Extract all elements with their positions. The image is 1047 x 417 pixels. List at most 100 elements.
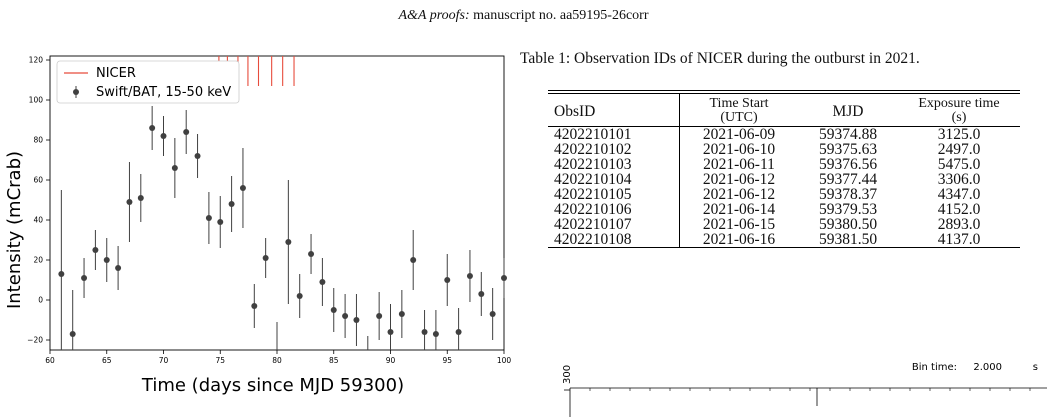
cell-mjd: 59378.37 — [818, 186, 878, 203]
bat-data-point — [410, 257, 417, 263]
bat-data-point — [398, 311, 405, 317]
bat-data-point — [285, 239, 292, 245]
cell-exposure: 2497.0 — [937, 141, 981, 158]
table-row: 4202210108 2021-06-16 59381.50 4137.0 — [548, 232, 1020, 247]
y-tick-label: 20 — [33, 256, 43, 265]
cell-obsid: 4202210102 — [548, 142, 680, 157]
x-tick-label: 65 — [102, 356, 112, 365]
cell-obsid: 4202210104 — [548, 172, 680, 187]
header-mjd: MJD — [832, 102, 864, 120]
cell-obsid: 4202210107 — [548, 217, 680, 232]
x-tick-label: 75 — [215, 356, 225, 365]
cell-mjd: 59379.53 — [818, 201, 878, 218]
cell-mjd: 59380.50 — [818, 216, 878, 233]
bat-data-point — [171, 165, 178, 171]
table-row: 4202210105 2021-06-12 59378.37 4347.0 — [548, 187, 1020, 202]
bat-data-point — [183, 129, 190, 135]
bat-data-point — [92, 247, 99, 253]
cell-mjd: 59381.50 — [818, 231, 878, 248]
x-tick-label: 95 — [442, 356, 452, 365]
bat-data-point — [489, 311, 496, 317]
cell-obsid: 4202210105 — [548, 187, 680, 202]
bat-data-point — [319, 279, 326, 285]
table-row: 4202210101 2021-06-09 59374.88 3125.0 — [548, 127, 1020, 142]
bat-data-point — [262, 255, 269, 261]
table-row: 4202210102 2021-06-10 59375.63 2497.0 — [548, 142, 1020, 157]
legend-box — [56, 60, 240, 104]
table-header-row: ObsID Time Start (UTC) MJD Exposure time(… — [548, 94, 1020, 126]
y-tick-label: 80 — [33, 136, 43, 145]
y-tick-label: 100 — [29, 96, 44, 105]
panel-ytick-label: 300 — [562, 365, 573, 384]
observation-table: ObsID Time Start (UTC) MJD Exposure time(… — [548, 90, 1020, 248]
bat-data-point — [466, 273, 473, 279]
cell-mjd: 59374.88 — [818, 126, 878, 143]
bat-data-point — [103, 257, 110, 263]
bat-lightcurve-panel: Bin time: 2.000 s 300 — [562, 362, 1047, 417]
bat-data-points — [58, 106, 507, 350]
bat-data-point — [228, 201, 235, 207]
cell-mjd: 59377.44 — [818, 171, 878, 188]
bat-data-point — [58, 271, 65, 277]
cell-exposure: 3125.0 — [937, 126, 981, 143]
cell-exposure: 4347.0 — [937, 186, 981, 203]
running-head: A&A proofs: manuscript no. aa59195-26cor… — [0, 8, 1047, 24]
journal-name: A&A proofs: — [398, 8, 470, 23]
cell-obsid: 4202210103 — [548, 157, 680, 172]
cell-time-start: 2021-06-09 — [702, 126, 776, 143]
bat-data-point — [239, 185, 246, 191]
cell-exposure: 5475.0 — [937, 156, 981, 173]
bat-data-point — [115, 265, 122, 271]
manuscript-number: manuscript no. aa59195-26corr — [469, 8, 649, 23]
cell-obsid: 4202210106 — [548, 202, 680, 217]
y-axis-label: Intensity (mCrab) — [4, 151, 25, 309]
x-tick-label: 60 — [45, 356, 55, 365]
bat-data-point — [353, 317, 360, 323]
x-tick-label: 100 — [497, 356, 512, 365]
legend-bat-label: Swift/BAT, 15-50 keV — [96, 85, 231, 100]
bat-data-point — [217, 219, 224, 225]
bat-data-point — [126, 199, 133, 205]
cell-time-start: 2021-06-12 — [702, 171, 776, 188]
bat-data-point — [296, 293, 303, 299]
table-caption: Table 1: Observation IDs of NICER during… — [520, 50, 920, 67]
bat-data-point — [342, 313, 349, 319]
cell-time-start: 2021-06-14 — [702, 201, 776, 218]
bat-data-point — [478, 291, 485, 297]
bat-data-point — [421, 329, 428, 335]
header-exposure: Exposure time (s) — [918, 96, 1000, 125]
bat-data-point — [194, 153, 201, 159]
y-tick-label: −20 — [27, 336, 43, 345]
table-row: 4202210103 2021-06-11 59376.56 5475.0 — [548, 157, 1020, 172]
bat-data-point — [81, 275, 88, 281]
cell-obsid: 4202210108 — [548, 232, 680, 247]
x-tick-label: 85 — [329, 356, 339, 365]
bat-data-point — [387, 329, 394, 335]
y-tick-label: 60 — [33, 176, 43, 185]
cell-time-start: 2021-06-16 — [702, 231, 776, 248]
bat-data-point — [149, 125, 156, 131]
header-obsid: ObsID — [548, 94, 680, 126]
cell-time-start: 2021-06-15 — [702, 216, 776, 233]
x-tick-label: 70 — [159, 356, 169, 365]
table-row: 4202210106 2021-06-14 59379.53 4152.0 — [548, 202, 1020, 217]
cell-exposure: 4137.0 — [937, 231, 981, 248]
table-bottom-rule — [548, 247, 1020, 248]
bat-data-point — [501, 275, 507, 281]
cell-exposure: 3306.0 — [937, 171, 981, 188]
cell-exposure: 2893.0 — [937, 216, 981, 233]
cell-mjd: 59375.63 — [818, 141, 878, 158]
panel-minor-ticks — [589, 388, 1031, 391]
table-body: 4202210101 2021-06-09 59374.88 3125.0 420221… — [548, 127, 1020, 247]
header-time-start: Time Start (UTC) — [709, 96, 769, 125]
cell-exposure: 4152.0 — [937, 201, 981, 218]
bat-data-point — [251, 303, 258, 309]
bat-data-point — [330, 307, 337, 313]
bat-data-point — [205, 215, 212, 221]
table-top-rule — [548, 90, 1020, 94]
y-tick-label: 120 — [29, 56, 44, 65]
bat-data-point — [444, 277, 451, 283]
cell-time-start: 2021-06-11 — [703, 156, 775, 173]
x-axis-label: Time (days since MJD 59300) — [141, 375, 404, 396]
bin-time-value: 2.000 — [973, 362, 1002, 373]
